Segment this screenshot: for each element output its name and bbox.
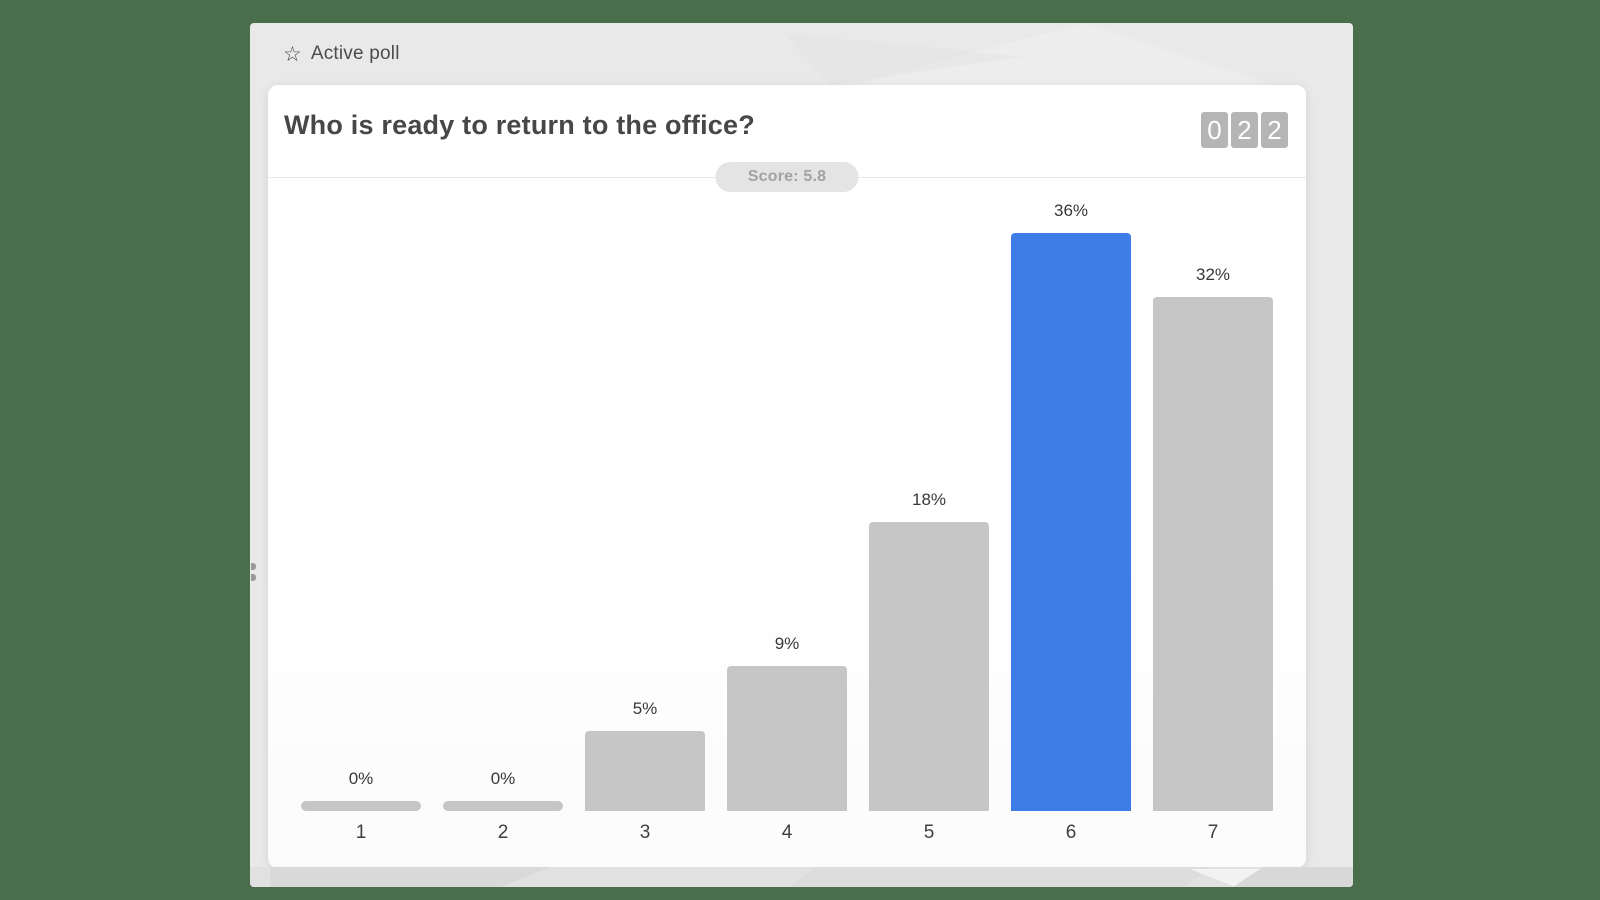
axis-label: 1 [355, 822, 367, 843]
poll-window: ☆ Active poll Who is ready to return to … [250, 23, 1353, 887]
active-poll-label: Active poll [310, 43, 400, 64]
counter-digit: 2 [1261, 112, 1288, 148]
cropped-edge-artifact [250, 559, 256, 611]
axis-label: 2 [497, 822, 509, 843]
bar-5 [869, 521, 989, 811]
background-polygon [1233, 867, 1353, 887]
star-outline-icon: ☆ [283, 42, 302, 66]
axis-label: 6 [1065, 822, 1077, 843]
background-polygon [790, 867, 1210, 887]
window-footer-strip [250, 867, 1353, 887]
bar-value-label: 0% [490, 769, 516, 788]
bar-3 [585, 730, 705, 811]
chart-area: 0% 1 0% 2 5% 3 9% 4 18% 5 36% 6 32% 7 [268, 177, 1306, 868]
bar-7 [1153, 297, 1273, 811]
bar-6 [1011, 232, 1131, 811]
background-polygon [1190, 869, 1280, 887]
bar-1 [301, 801, 421, 811]
axis-label: 5 [923, 822, 935, 843]
counter-digit: 2 [1231, 112, 1258, 148]
poll-window-header: ☆ Active poll [250, 23, 1353, 85]
bar-value-label: 32% [1195, 265, 1231, 285]
bar-value-label: 9% [774, 634, 800, 654]
poll-question-title: Who is ready to return to the office? [284, 110, 755, 140]
axis-label: 7 [1207, 822, 1219, 843]
bar-value-label: 5% [632, 698, 658, 718]
axis-label: 3 [639, 822, 651, 843]
counter-digit: 0 [1201, 112, 1228, 148]
bar-value-label: 0% [348, 769, 374, 788]
bar-value-label: 36% [1053, 200, 1089, 220]
bar-2 [443, 801, 563, 811]
score-badge: Score: 5.8 [715, 162, 859, 192]
axis-label: 4 [781, 822, 793, 843]
bar-value-label: 18% [911, 489, 947, 509]
poll-card-header: Who is ready to return to the office? 0 … [268, 85, 1306, 177]
poll-card: Who is ready to return to the office? 0 … [268, 85, 1306, 868]
background-polygon [270, 867, 550, 887]
response-counter: 0 2 2 [1201, 112, 1288, 148]
bar-4 [727, 666, 847, 811]
